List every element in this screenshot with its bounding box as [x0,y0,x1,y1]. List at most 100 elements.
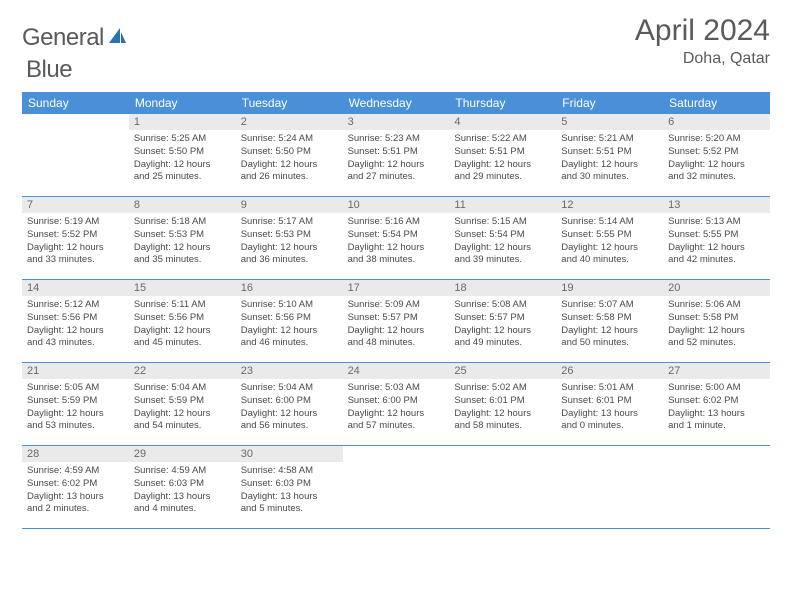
day-cell: 19Sunrise: 5:07 AMSunset: 5:58 PMDayligh… [556,280,663,362]
week-row: 21Sunrise: 5:05 AMSunset: 5:59 PMDayligh… [22,363,770,446]
info-line: Daylight: 12 hours [241,159,338,172]
day-number: 23 [236,363,343,379]
info-line: and 58 minutes. [454,420,551,433]
day-cell: 6Sunrise: 5:20 AMSunset: 5:52 PMDaylight… [663,114,770,196]
day-cell [556,446,663,528]
day-header: Thursday [449,92,556,114]
info-line: and 56 minutes. [241,420,338,433]
day-number: 2 [236,114,343,130]
week-row: 1Sunrise: 5:25 AMSunset: 5:50 PMDaylight… [22,114,770,197]
info-line: Sunrise: 5:25 AM [134,133,231,146]
day-number: 29 [129,446,236,462]
day-info: Sunrise: 5:25 AMSunset: 5:50 PMDaylight:… [129,130,236,188]
day-number: 3 [343,114,450,130]
day-info: Sunrise: 5:04 AMSunset: 5:59 PMDaylight:… [129,379,236,437]
day-cell: 4Sunrise: 5:22 AMSunset: 5:51 PMDaylight… [449,114,556,196]
info-line: Daylight: 12 hours [27,242,124,255]
info-line: Daylight: 12 hours [561,242,658,255]
day-header: Saturday [663,92,770,114]
week-row: 28Sunrise: 4:59 AMSunset: 6:02 PMDayligh… [22,446,770,529]
info-line: and 54 minutes. [134,420,231,433]
info-line: Daylight: 12 hours [134,159,231,172]
info-line: Sunset: 5:59 PM [134,395,231,408]
day-cell: 22Sunrise: 5:04 AMSunset: 5:59 PMDayligh… [129,363,236,445]
info-line: Daylight: 12 hours [668,325,765,338]
info-line: and 45 minutes. [134,337,231,350]
info-line: Sunrise: 5:12 AM [27,299,124,312]
weeks: 1Sunrise: 5:25 AMSunset: 5:50 PMDaylight… [22,114,770,529]
info-line: and 27 minutes. [348,171,445,184]
info-line: and 29 minutes. [454,171,551,184]
day-number: 19 [556,280,663,296]
info-line: Sunset: 5:51 PM [348,146,445,159]
day-info: Sunrise: 5:14 AMSunset: 5:55 PMDaylight:… [556,213,663,271]
day-info: Sunrise: 5:21 AMSunset: 5:51 PMDaylight:… [556,130,663,188]
info-line: and 40 minutes. [561,254,658,267]
day-cell: 1Sunrise: 5:25 AMSunset: 5:50 PMDaylight… [129,114,236,196]
info-line: Sunrise: 4:59 AM [27,465,124,478]
day-info: Sunrise: 5:08 AMSunset: 5:57 PMDaylight:… [449,296,556,354]
day-cell [449,446,556,528]
info-line: and 2 minutes. [27,503,124,516]
info-line: Sunset: 6:03 PM [241,478,338,491]
info-line: Daylight: 12 hours [668,159,765,172]
info-line: Sunrise: 5:15 AM [454,216,551,229]
day-info: Sunrise: 5:23 AMSunset: 5:51 PMDaylight:… [343,130,450,188]
info-line: Sunset: 6:01 PM [561,395,658,408]
info-line: Sunrise: 5:01 AM [561,382,658,395]
day-header: Friday [556,92,663,114]
info-line: Sunrise: 5:18 AM [134,216,231,229]
info-line: Sunrise: 5:08 AM [454,299,551,312]
day-cell: 21Sunrise: 5:05 AMSunset: 5:59 PMDayligh… [22,363,129,445]
day-number: 17 [343,280,450,296]
day-info: Sunrise: 5:19 AMSunset: 5:52 PMDaylight:… [22,213,129,271]
day-info: Sunrise: 4:58 AMSunset: 6:03 PMDaylight:… [236,462,343,520]
day-cell: 12Sunrise: 5:14 AMSunset: 5:55 PMDayligh… [556,197,663,279]
info-line: and 52 minutes. [668,337,765,350]
title-block: April 2024 Doha, Qatar [635,14,770,68]
day-number: 5 [556,114,663,130]
day-number: 11 [449,197,556,213]
sail-icon [106,25,128,52]
day-info: Sunrise: 5:18 AMSunset: 5:53 PMDaylight:… [129,213,236,271]
info-line: and 4 minutes. [134,503,231,516]
info-line: Sunset: 5:58 PM [561,312,658,325]
info-line: Sunrise: 4:59 AM [134,465,231,478]
day-info: Sunrise: 5:01 AMSunset: 6:01 PMDaylight:… [556,379,663,437]
info-line: Sunset: 5:59 PM [27,395,124,408]
week-row: 14Sunrise: 5:12 AMSunset: 5:56 PMDayligh… [22,280,770,363]
day-cell: 13Sunrise: 5:13 AMSunset: 5:55 PMDayligh… [663,197,770,279]
info-line: Sunset: 5:50 PM [134,146,231,159]
info-line: Daylight: 13 hours [561,408,658,421]
day-info: Sunrise: 5:12 AMSunset: 5:56 PMDaylight:… [22,296,129,354]
day-cell: 16Sunrise: 5:10 AMSunset: 5:56 PMDayligh… [236,280,343,362]
info-line: and 33 minutes. [27,254,124,267]
day-info: Sunrise: 5:05 AMSunset: 5:59 PMDaylight:… [22,379,129,437]
info-line: and 50 minutes. [561,337,658,350]
day-cell: 11Sunrise: 5:15 AMSunset: 5:54 PMDayligh… [449,197,556,279]
day-header: Tuesday [236,92,343,114]
day-cell: 17Sunrise: 5:09 AMSunset: 5:57 PMDayligh… [343,280,450,362]
day-cell [343,446,450,528]
brand-text-a: General [22,24,104,52]
day-number: 26 [556,363,663,379]
info-line: Sunset: 5:56 PM [27,312,124,325]
brand-text-b-label: Blue [26,56,72,84]
info-line: Sunrise: 5:19 AM [27,216,124,229]
day-info: Sunrise: 5:24 AMSunset: 5:50 PMDaylight:… [236,130,343,188]
info-line: Sunrise: 5:16 AM [348,216,445,229]
info-line: Daylight: 13 hours [134,491,231,504]
day-cell: 23Sunrise: 5:04 AMSunset: 6:00 PMDayligh… [236,363,343,445]
brand-logo: General [22,14,130,52]
day-cell: 7Sunrise: 5:19 AMSunset: 5:52 PMDaylight… [22,197,129,279]
info-line: Sunset: 6:00 PM [348,395,445,408]
info-line: Sunset: 5:50 PM [241,146,338,159]
info-line: Sunset: 5:54 PM [348,229,445,242]
info-line: Daylight: 12 hours [668,242,765,255]
info-line: Daylight: 13 hours [668,408,765,421]
month-title: April 2024 [635,14,770,48]
day-number: 15 [129,280,236,296]
day-cell: 10Sunrise: 5:16 AMSunset: 5:54 PMDayligh… [343,197,450,279]
day-cell: 5Sunrise: 5:21 AMSunset: 5:51 PMDaylight… [556,114,663,196]
day-number: 9 [236,197,343,213]
